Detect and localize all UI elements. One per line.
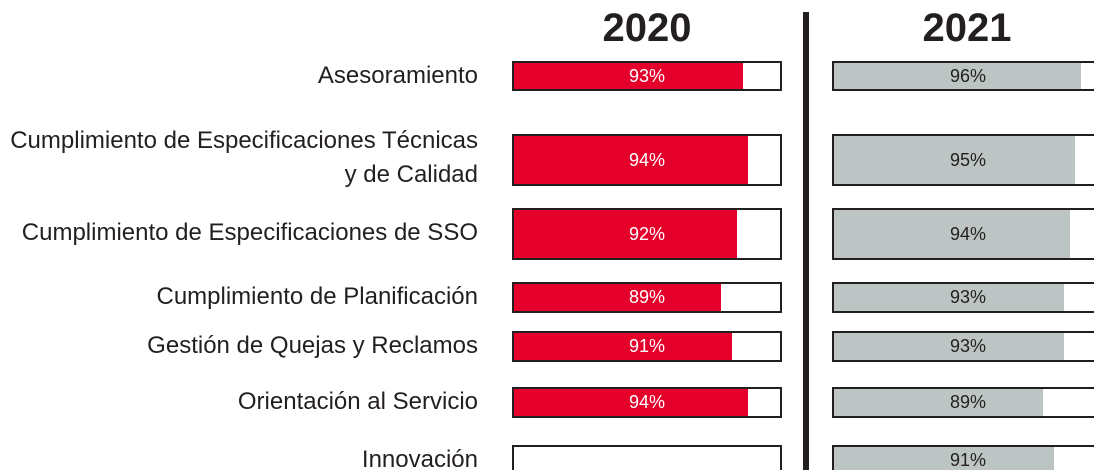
bar-frame: 92% — [512, 208, 782, 260]
separator — [803, 12, 809, 470]
category-label: Asesoramiento — [317, 62, 478, 89]
category-label: Gestión de Quejas y Reclamos — [147, 332, 478, 359]
value-label: 95% — [949, 149, 987, 170]
value-label: 94% — [628, 149, 666, 170]
value-label: 89% — [628, 287, 666, 307]
bar-frame: 94% — [512, 134, 782, 186]
value-label: 93% — [949, 336, 987, 356]
value-label: 91% — [949, 450, 987, 470]
bar — [834, 389, 1044, 416]
bar-frame: 94% — [832, 208, 1094, 260]
bar-frame: 91% — [832, 445, 1094, 470]
bar — [834, 284, 1065, 311]
bar — [514, 389, 749, 416]
bar-frame: 93% — [832, 331, 1094, 362]
bar — [834, 210, 1070, 258]
panel-title: 2020 — [602, 6, 692, 50]
bar-frame — [512, 445, 782, 470]
category-label: Cumplimiento de Especificaciones de SSO — [21, 219, 478, 246]
bar — [514, 63, 743, 89]
value-label: 89% — [949, 392, 987, 412]
value-label: 94% — [628, 392, 666, 412]
value-label: 92% — [628, 223, 666, 244]
bar — [834, 447, 1054, 470]
value-label: 94% — [949, 223, 987, 244]
bar — [514, 333, 733, 360]
value-label: 93% — [949, 287, 987, 307]
bar-frame: 94% — [512, 387, 782, 418]
bar — [514, 284, 722, 311]
bar-frame: 89% — [512, 282, 782, 313]
bar — [834, 63, 1081, 89]
bar — [834, 136, 1076, 184]
bar-frame: 95% — [832, 134, 1094, 186]
category-label: Cumplimiento de Planificación — [156, 283, 479, 310]
value-label: 96% — [949, 65, 987, 86]
bar-frame: 96% — [832, 61, 1094, 91]
category-label: Orientación al Servicio — [237, 388, 478, 415]
bar — [514, 210, 738, 258]
bar — [834, 333, 1065, 360]
bar-frame: 93% — [512, 61, 782, 91]
category-label: Innovación — [361, 446, 478, 470]
bar-frame: 89% — [832, 387, 1094, 418]
bar-frame: 93% — [832, 282, 1094, 313]
value-label: 91% — [628, 336, 666, 356]
value-label: 93% — [628, 65, 666, 86]
bar — [514, 136, 749, 184]
bar-frame: 91% — [512, 331, 782, 362]
panel-title: 2021 — [922, 6, 1012, 50]
category-label: Cumplimiento de Especificaciones Técnica… — [10, 127, 478, 188]
